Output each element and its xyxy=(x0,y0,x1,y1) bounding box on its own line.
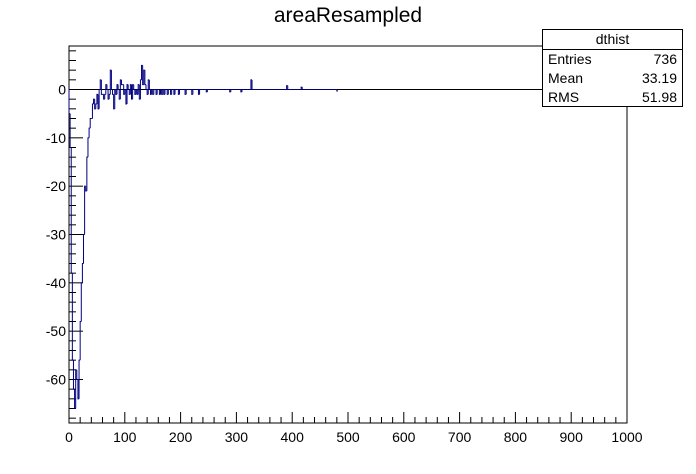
histogram-bin xyxy=(127,84,130,90)
stats-value: 51.98 xyxy=(641,89,677,105)
histogram-bin xyxy=(84,185,86,235)
histogram-bin xyxy=(78,359,81,399)
y-tick-label: -10 xyxy=(46,130,66,146)
histogram-bin xyxy=(98,89,101,109)
histogram-bin xyxy=(300,86,303,90)
histogram-bin xyxy=(229,89,231,93)
histogram-bin xyxy=(205,89,208,93)
histogram-bin xyxy=(286,85,288,90)
x-tick-label: 800 xyxy=(504,429,528,445)
x-tick-label: 500 xyxy=(336,429,360,445)
x-tick-label: 600 xyxy=(392,429,416,445)
y-tick-label: -60 xyxy=(46,372,66,388)
histogram-bin xyxy=(88,127,91,138)
histogram-bin xyxy=(86,156,88,191)
histogram-bin xyxy=(81,263,84,283)
x-tick-label: 300 xyxy=(225,429,249,445)
histogram-bin xyxy=(95,103,97,109)
y-tick-label: -20 xyxy=(46,178,66,194)
y-tick-label: -50 xyxy=(46,323,66,339)
histogram-bin xyxy=(108,93,111,100)
histogram-bin xyxy=(96,93,99,104)
x-tick-label: 0 xyxy=(65,429,73,445)
histogram-bin xyxy=(141,64,143,80)
histogram-bin xyxy=(71,273,74,361)
x-tick-label: 1000 xyxy=(611,429,642,445)
histogram-bin xyxy=(130,84,133,100)
histogram-bin xyxy=(119,79,122,100)
histogram-bin xyxy=(287,85,289,90)
histogram-bin xyxy=(164,89,167,95)
stats-label: Mean xyxy=(548,70,584,86)
histogram-bin xyxy=(144,70,147,86)
histogram-bin xyxy=(117,84,120,90)
histogram-bin xyxy=(68,89,71,115)
x-tick-label: 100 xyxy=(113,429,137,445)
histogram-bin xyxy=(72,360,75,390)
histogram-bin xyxy=(87,137,90,158)
histogram-bin xyxy=(79,321,82,361)
histogram-bin xyxy=(192,89,194,95)
histogram-bin xyxy=(178,89,181,95)
histogram-bin xyxy=(241,89,244,92)
histogram-bin xyxy=(107,89,110,100)
stats-label: RMS xyxy=(548,89,580,105)
histogram-bin xyxy=(110,70,113,90)
histogram-bin xyxy=(89,118,92,129)
histogram-bin xyxy=(171,89,173,95)
histogram-bin xyxy=(240,89,242,93)
histogram-bin xyxy=(336,89,338,92)
histogram-bin xyxy=(199,89,201,95)
histogram-bin xyxy=(251,79,254,90)
histogram-bin xyxy=(104,93,106,100)
histogram-bin xyxy=(75,369,77,409)
histogram-bin xyxy=(156,89,159,95)
histogram-bin xyxy=(145,84,148,90)
stats-row-entries: Entries 736 xyxy=(543,50,682,69)
x-tick-label: 700 xyxy=(448,429,472,445)
y-tick-label: 0 xyxy=(58,82,66,98)
stats-row-mean: Mean 33.19 xyxy=(543,69,682,88)
histogram-bin xyxy=(174,89,177,95)
stats-box-name: dthist xyxy=(543,30,682,50)
histogram-bin xyxy=(138,84,141,100)
histogram-bin xyxy=(112,89,114,95)
stats-value: 736 xyxy=(653,51,677,67)
histogram-bin xyxy=(148,79,151,90)
stats-label: Entries xyxy=(548,51,592,67)
histogram-bin xyxy=(100,79,103,95)
histogram-bin xyxy=(142,65,144,86)
x-tick-label: 200 xyxy=(169,429,193,445)
histogram-bin xyxy=(250,79,253,90)
histogram-bin xyxy=(103,94,105,100)
stats-value: 33.19 xyxy=(641,70,677,86)
histogram-bin xyxy=(76,369,78,380)
histogram-bin xyxy=(91,103,94,119)
histogram-bin xyxy=(301,87,304,90)
y-tick-label: -40 xyxy=(46,275,66,291)
histogram-bin xyxy=(167,89,170,95)
histogram-bin xyxy=(185,89,188,95)
stats-row-rms: RMS 51.98 xyxy=(543,88,682,107)
histogram-bin xyxy=(230,89,232,92)
histogram-bin xyxy=(118,89,121,100)
histogram-bin xyxy=(133,84,135,90)
histogram-bin xyxy=(153,89,155,95)
histogram-bin xyxy=(120,79,123,86)
x-tick-label: 400 xyxy=(281,429,305,445)
chart-title: areaResampled xyxy=(273,4,423,27)
histogram-bin xyxy=(80,282,83,322)
histogram-bin xyxy=(99,79,102,90)
histogram-bin xyxy=(206,89,209,92)
y-tick-label: -30 xyxy=(46,227,66,243)
stats-box: dthist Entries 736 Mean 33.19 RMS 51.98 xyxy=(542,29,683,107)
x-tick-label: 900 xyxy=(560,429,584,445)
histogram-bin xyxy=(106,84,109,90)
histogram-bin xyxy=(83,234,85,264)
histogram-bin xyxy=(147,79,150,95)
